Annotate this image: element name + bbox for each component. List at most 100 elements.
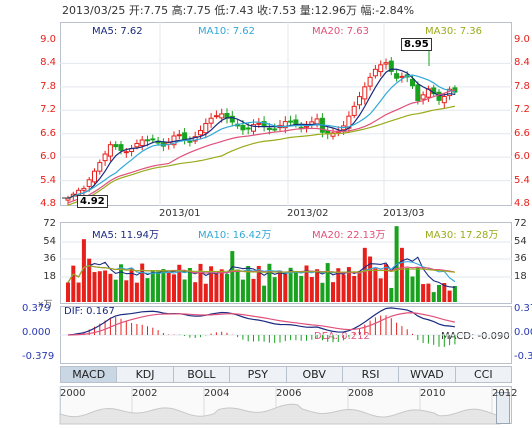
volume-bar [119,264,123,302]
price-chart-panel[interactable] [60,22,512,206]
candle-body [304,125,309,128]
volume-y-tick-right: 72 [514,218,527,229]
price-ma5-line [67,68,455,199]
candle-body [410,78,415,87]
navigator-year-label: 2012 [492,388,518,399]
volume-bar [97,271,102,302]
tab-wvad[interactable]: WVAD [399,367,456,382]
volume-bar [362,247,367,302]
tab-psy[interactable]: PSY [230,367,287,382]
candle-body [383,62,389,65]
volume-bar [447,290,452,302]
volume-bar [320,282,325,302]
volume-bar [426,283,431,302]
close-value: 7.53 [271,4,297,17]
volume-bar [378,278,383,302]
navigator-handle[interactable] [496,392,510,424]
volume-bar [415,267,420,302]
volume-value: 12.96万 [314,4,358,17]
volume-bar [246,266,251,302]
candle-body [441,95,447,104]
volume-bar [341,274,346,302]
candle-body [97,162,103,172]
volume-bar [209,266,214,302]
volume-bar [256,265,261,302]
tab-obv[interactable]: OBV [287,367,343,382]
volume-bar [129,268,134,302]
price-y-tick-left: 9.0 [40,34,56,45]
candle-body [113,144,119,148]
change-value: -2.84% [375,4,415,17]
candle-body [367,76,373,87]
volume-bar [389,287,394,302]
volume-bar [384,264,388,302]
candle-body [266,127,272,130]
candle-body [436,91,442,101]
candle-body [81,187,87,191]
macd-y-tick-left: 0.379 [22,303,51,314]
quote-date: 2013/03/25 [62,4,126,17]
tab-kdj[interactable]: KDJ [117,367,174,382]
price-y-tick-left: 6.0 [40,151,56,163]
macd-y-tick-right: 0.000 [514,327,532,338]
price-ma5-label: MA5: 7.62 [92,26,143,37]
x-tick-2013-01: 2013/01 [159,208,201,219]
volume-y-tick-right: 18 [514,270,527,282]
volume-bar [373,268,378,302]
price-y-tick-right: 7.8 [514,80,530,92]
volume-bar [92,272,97,302]
volume-bar [156,271,161,302]
volume-bar [299,275,304,302]
tab-cci[interactable]: CCI [474,368,493,381]
candle-body [219,113,225,119]
navigator-year-label: 2002 [132,388,158,399]
volume-bar [166,272,171,302]
min-price-marker: 4.92 [77,195,108,208]
indicator-tabs: MACD KDJ BOLL PSY OBV RSI WVAD CCI [60,366,512,383]
volume-unit-label: x万 [38,300,53,310]
tab-boll[interactable]: BOLL [174,367,231,382]
candle-body [372,68,378,77]
macd-y-tick-right: -0.379 [514,351,532,362]
candle-body [245,127,251,130]
volume-bar [357,271,362,302]
tab-rsi[interactable]: RSI [343,367,400,382]
macd-dif-line [67,307,455,336]
candle-body [240,124,246,131]
volume-bar [87,258,92,302]
navigator-history-area [59,403,501,425]
navigator-year-label: 2010 [420,388,446,399]
volume-bar [410,276,415,302]
tab-macd[interactable]: MACD [61,367,118,382]
navigator-year-label: 2006 [276,388,302,399]
price-ma20-line [67,89,456,204]
volume-bar [293,270,298,302]
volume-y-tick-right: 54 [514,235,527,247]
price-y-tick-left: 7.8 [40,80,56,92]
candle-body [86,179,92,187]
candle-body [176,134,182,137]
volume-ma5-line [67,256,455,288]
volume-y-tick-left: 54 [43,235,56,247]
navigator-year-label: 2000 [60,388,86,399]
high-value: 7.75 [186,4,211,17]
macd-chart-svg [60,307,512,347]
volume-y-tick-left: 36 [43,253,56,264]
volume-bar [145,278,150,302]
volume-ma10-line [67,261,456,283]
volume-bar [187,267,192,302]
volume-bar [325,263,330,302]
candle-body [187,140,193,143]
volume-bar [225,274,229,302]
volume-ma30-line [67,265,455,283]
candle-body [145,139,150,142]
candle-body [192,136,198,142]
price-ma10-label: MA10: 7.62 [198,26,256,37]
volume-bar [262,285,267,302]
candle-body [118,144,124,151]
candle-body [394,73,400,79]
candle-body [420,94,426,100]
price-ma30-line [67,105,456,206]
price-chart-svg [60,22,512,206]
volume-chart-svg [60,226,512,302]
